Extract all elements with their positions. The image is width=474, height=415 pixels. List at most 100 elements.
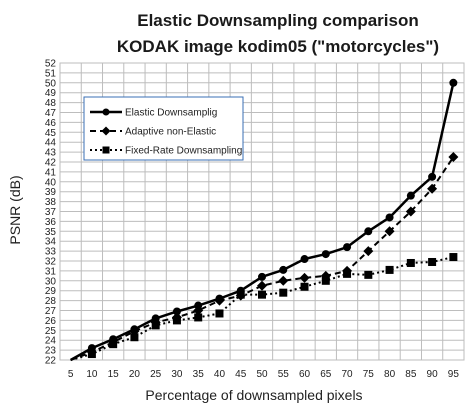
legend-label: Elastic Downsamplig	[125, 108, 217, 119]
x-tick-label: 95	[448, 369, 460, 380]
y-tick-label: 49	[45, 88, 57, 99]
y-tick-label: 51	[45, 68, 57, 79]
point-square	[321, 276, 330, 285]
y-tick-label: 22	[45, 356, 57, 367]
point-square	[236, 290, 245, 299]
point-square	[87, 350, 96, 359]
y-tick-label: 38	[45, 197, 57, 208]
y-tick-label: 33	[45, 247, 57, 258]
point-square	[109, 340, 118, 349]
y-tick-label: 28	[45, 296, 57, 307]
y-tick-label: 46	[45, 118, 57, 129]
point-diamond	[427, 183, 438, 194]
point-square	[385, 265, 394, 274]
chart-title: Elastic Downsampling comparison	[137, 11, 419, 30]
x-tick-label: 20	[129, 369, 141, 380]
legend-label: Adaptive non-Elastic	[125, 127, 216, 138]
point-square	[172, 316, 181, 325]
x-tick-label: 10	[86, 369, 98, 380]
chart-subtitle: KODAK image kodim05 ("motorcycles")	[117, 37, 439, 56]
y-tick-label: 39	[45, 187, 57, 198]
legend-label: Fixed-Rate Downsampling	[125, 146, 242, 157]
x-tick-label: 15	[108, 369, 120, 380]
series-line	[70, 256, 454, 361]
x-tick-label: 75	[363, 369, 375, 380]
point-square	[102, 146, 110, 154]
point-diamond	[299, 272, 310, 283]
point-diamond	[278, 275, 289, 286]
y-tick-label: 35	[45, 227, 57, 238]
y-tick-label: 50	[45, 78, 57, 89]
series-3	[70, 253, 458, 361]
point-square	[258, 290, 266, 299]
y-tick-label: 34	[45, 237, 57, 248]
point-diamond	[384, 226, 395, 237]
y-tick-label: 26	[45, 316, 57, 327]
x-tick-label: 85	[405, 369, 417, 380]
x-tick-label: 45	[235, 369, 247, 380]
point-diamond	[214, 295, 225, 306]
point-diamond	[193, 305, 204, 316]
point-circle	[343, 243, 352, 252]
point-square	[194, 313, 203, 322]
point-diamond	[448, 152, 459, 163]
x-tick-label: 60	[299, 369, 311, 380]
x-tick-label: 25	[150, 369, 162, 380]
x-tick-label: 40	[214, 369, 226, 380]
y-tick-label: 37	[45, 207, 57, 218]
x-tick-label: 65	[320, 369, 332, 380]
point-diamond	[101, 126, 111, 136]
point-square	[449, 253, 458, 262]
x-tick-label: 70	[341, 369, 353, 380]
series-line	[70, 156, 455, 361]
x-tick-label: 80	[384, 369, 396, 380]
point-square	[279, 288, 288, 297]
y-tick-label: 27	[45, 306, 57, 317]
x-tick-label: 5	[68, 369, 74, 380]
y-tick-label: 45	[45, 128, 57, 139]
y-tick-label: 24	[45, 336, 57, 347]
point-square	[215, 309, 224, 318]
y-tick-label: 29	[45, 286, 57, 297]
point-diamond	[405, 206, 416, 217]
y-tick-label: 25	[45, 326, 57, 337]
x-tick-labels: 5 10 15 20 25 30 35 40 45 50 55 60 65 70 75 80 85 90 95	[68, 369, 460, 380]
point-circle	[406, 191, 415, 200]
y-axis-label: PSNR (dB)	[7, 175, 23, 244]
y-tick-label: 47	[45, 108, 57, 119]
series-group	[70, 78, 459, 362]
point-square	[343, 269, 352, 278]
legend: Elastic Downsamplig Adaptive non-Elastic F…	[83, 96, 244, 161]
point-square	[300, 282, 309, 291]
point-circle	[449, 78, 458, 87]
y-tick-label: 36	[45, 217, 57, 228]
point-circle	[364, 227, 373, 236]
point-circle	[428, 172, 437, 181]
point-circle	[172, 307, 181, 316]
point-circle	[258, 272, 266, 281]
y-tick-labels: 2223242526272829303132333435363738394041…	[45, 59, 57, 367]
x-tick-label: 55	[278, 369, 290, 380]
y-tick-label: 52	[45, 59, 57, 70]
x-tick-label: 35	[193, 369, 205, 380]
point-square	[130, 333, 139, 342]
y-tick-label: 48	[45, 98, 57, 109]
y-tick-label: 44	[45, 138, 57, 149]
y-tick-label: 31	[45, 266, 57, 277]
y-tick-label: 30	[45, 276, 57, 287]
point-circle	[321, 250, 330, 259]
y-tick-label: 23	[45, 346, 57, 357]
point-circle	[385, 213, 394, 222]
point-square	[151, 321, 160, 330]
point-square	[406, 258, 415, 267]
point-circle	[102, 108, 110, 116]
point-diamond	[363, 246, 374, 257]
x-axis-label: Percentage of downsampled pixels	[145, 387, 362, 403]
x-tick-label: 50	[256, 369, 268, 380]
point-diamond	[257, 280, 267, 291]
y-tick-label: 41	[45, 167, 57, 178]
y-tick-label: 40	[45, 177, 57, 188]
point-circle	[300, 255, 309, 264]
y-tick-label: 42	[45, 158, 57, 169]
